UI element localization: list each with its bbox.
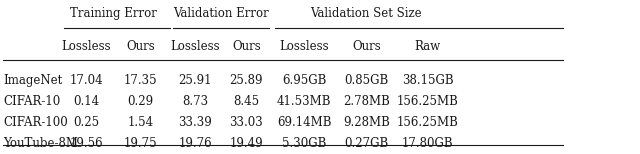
Text: 69.14MB: 69.14MB <box>276 116 332 129</box>
Text: 19.75: 19.75 <box>124 138 157 150</box>
Text: 38.15GB: 38.15GB <box>402 74 453 87</box>
Text: Validation Error: Validation Error <box>173 7 269 20</box>
Text: 0.14: 0.14 <box>74 95 99 108</box>
Text: 156.25MB: 156.25MB <box>397 95 458 108</box>
Text: 33.03: 33.03 <box>230 116 263 129</box>
Text: Ours: Ours <box>232 40 260 53</box>
Text: Ours: Ours <box>353 40 381 53</box>
Text: 5.30GB: 5.30GB <box>282 138 326 150</box>
Text: Ours: Ours <box>127 40 155 53</box>
Text: Lossless: Lossless <box>279 40 329 53</box>
Text: 0.85GB: 0.85GB <box>344 74 389 87</box>
Text: 2.78MB: 2.78MB <box>343 95 390 108</box>
Text: 0.25: 0.25 <box>74 116 99 129</box>
Text: YouTube-8M: YouTube-8M <box>3 138 78 150</box>
Text: Lossless: Lossless <box>170 40 220 53</box>
Text: 17.04: 17.04 <box>70 74 103 87</box>
Text: 1.54: 1.54 <box>128 116 154 129</box>
Text: ImageNet: ImageNet <box>3 74 63 87</box>
Text: 17.80GB: 17.80GB <box>402 138 453 150</box>
Text: 19.76: 19.76 <box>179 138 212 150</box>
Text: 9.28MB: 9.28MB <box>343 116 390 129</box>
Text: 41.53MB: 41.53MB <box>276 95 332 108</box>
Text: 6.95GB: 6.95GB <box>282 74 326 87</box>
Text: 25.91: 25.91 <box>179 74 212 87</box>
Text: Training Error: Training Error <box>70 7 157 20</box>
Text: 0.27GB: 0.27GB <box>344 138 389 150</box>
Text: Raw: Raw <box>415 40 440 53</box>
Text: CIFAR-10: CIFAR-10 <box>3 95 60 108</box>
Text: 17.35: 17.35 <box>124 74 157 87</box>
Text: 0.29: 0.29 <box>128 95 154 108</box>
Text: 19.49: 19.49 <box>230 138 263 150</box>
Text: 156.25MB: 156.25MB <box>397 116 458 129</box>
Text: 33.39: 33.39 <box>179 116 212 129</box>
Text: Validation Set Size: Validation Set Size <box>310 7 422 20</box>
Text: Lossless: Lossless <box>61 40 111 53</box>
Text: 19.56: 19.56 <box>70 138 103 150</box>
Text: CIFAR-100: CIFAR-100 <box>3 116 68 129</box>
Text: 8.45: 8.45 <box>234 95 259 108</box>
Text: 25.89: 25.89 <box>230 74 263 87</box>
Text: 8.73: 8.73 <box>182 95 208 108</box>
